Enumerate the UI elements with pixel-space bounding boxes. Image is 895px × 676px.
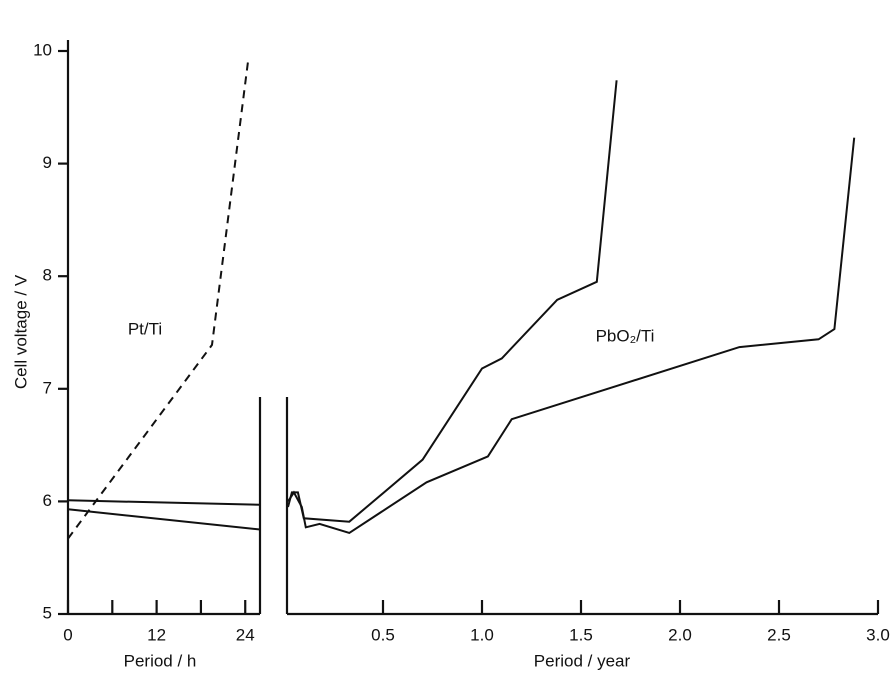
line-series: [287, 137, 856, 534]
y-axis-label: Cell voltage / V: [11, 274, 30, 389]
line-series: [287, 80, 618, 523]
x-tick-label: 3.0: [866, 625, 890, 644]
x-tick-label: 1.5: [569, 625, 593, 644]
x-tick-label: 2.0: [668, 625, 692, 644]
line-series: [67, 508, 261, 531]
line-series: [67, 59, 250, 540]
x-tick-label: 24: [236, 625, 255, 644]
y-tick-label: 8: [43, 266, 52, 285]
y-tick-label: 9: [43, 153, 52, 172]
x-tick-label: 0: [63, 625, 72, 644]
annotation: PbO₂/Ti: [596, 326, 655, 345]
y-tick-label: 6: [43, 491, 52, 510]
x-axis-label: Period / year: [534, 651, 631, 670]
annotation: Pt/Ti: [128, 319, 162, 338]
y-tick-label: 10: [33, 40, 52, 59]
y-tick-label: 7: [43, 378, 52, 397]
x-axis-label: Period / h: [124, 651, 197, 670]
x-tick-label: 0.5: [371, 625, 395, 644]
x-tick-label: 1.0: [470, 625, 494, 644]
line-series: [67, 499, 261, 506]
x-tick-label: 2.5: [767, 625, 791, 644]
x-tick-label: 12: [147, 625, 166, 644]
y-tick-label: 5: [43, 603, 52, 622]
